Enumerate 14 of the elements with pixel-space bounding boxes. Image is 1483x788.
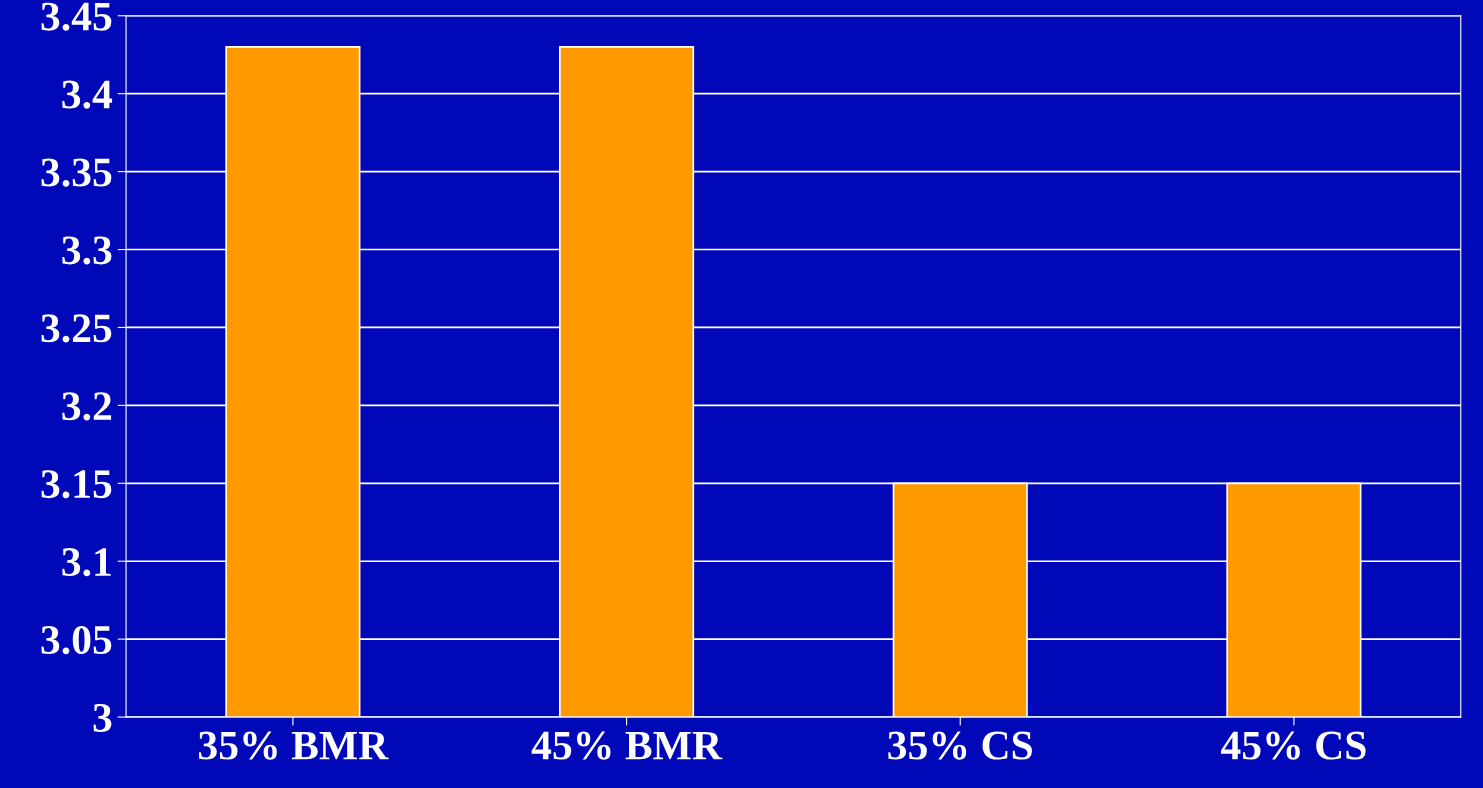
x-tick-label: 35% CS [888,731,1032,760]
x-tick-label: 45% BMR [531,731,723,760]
y-tick-label: 3.25 [41,314,112,343]
y-tick-label: 3.15 [41,470,112,499]
y-tick-label: 3.05 [41,625,112,655]
y-tick-label: 3.1 [62,548,111,577]
y-tick-label: 3.3 [62,236,112,265]
y-tick-label: 3.4 [62,80,113,109]
y-tick-label: 3.35 [41,158,112,187]
y-tick-label: 3 [93,703,112,732]
x-tick-label: 45% CS [1220,731,1366,760]
x-tick-label: 35% BMR [198,731,389,760]
y-tick-label: 3.45 [41,2,112,31]
y-tick-label: 3.2 [62,392,112,421]
